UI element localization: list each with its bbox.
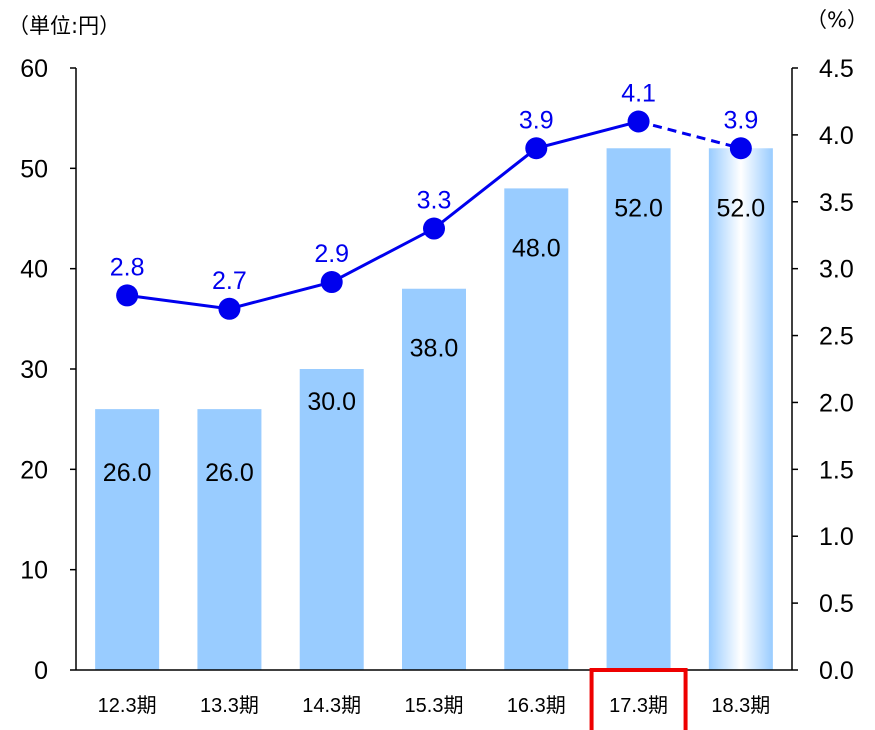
line-point-1 [218,297,241,320]
line-point-5 [627,110,650,133]
left-tick-label-6: 60 [20,55,48,83]
category-label-6: 18.3期 [711,695,770,717]
line-value-label-0: 2.8 [110,253,145,281]
line-point-2 [320,271,343,294]
left-tick-label-4: 40 [20,256,48,284]
bar-0 [95,409,160,670]
bar-value-label-4: 48.0 [512,234,561,262]
right-tick-label-1: 0.5 [819,590,854,618]
left-tick-label-2: 20 [20,456,48,484]
bar-value-label-3: 38.0 [410,335,459,363]
line-value-label-1: 2.7 [212,267,247,295]
bar-value-label-1: 26.0 [205,459,254,487]
bar-value-label-6: 52.0 [717,194,766,222]
bar-5 [606,148,671,670]
line-point-4 [525,137,548,160]
line-value-label-3: 3.3 [417,187,452,215]
right-tick-label-2: 1.0 [819,523,854,551]
line-value-label-6: 3.9 [723,106,758,134]
bar-3 [402,288,466,670]
bar-2 [299,369,364,670]
bar-4 [504,188,569,670]
line-value-label-5: 4.1 [621,80,656,108]
right-tick-label-7: 3.5 [819,189,854,217]
line-value-label-4: 3.9 [519,106,554,134]
left-tick-label-3: 30 [20,356,48,384]
right-tick-label-4: 2.0 [819,389,854,417]
category-label-0: 12.3期 [98,695,157,717]
right-tick-label-8: 4.0 [819,122,854,150]
left-unit-label: （単位:円） [8,14,120,38]
category-label-4: 16.3期 [507,695,566,717]
bar-6 [708,148,773,670]
bar-value-label-0: 26.0 [103,459,152,487]
line-series-forecast-segment [638,120,742,150]
right-unit-label: （%） [806,8,868,32]
right-tick-label-0: 0.0 [819,657,854,685]
right-tick-label-3: 1.5 [819,456,854,484]
right-tick-label-5: 2.5 [819,323,854,351]
left-tick-label-0: 0 [34,657,48,685]
right-tick-label-9: 4.5 [819,55,854,83]
line-value-label-2: 2.9 [314,240,349,268]
bar-value-label-2: 30.0 [307,388,356,416]
line-point-0 [116,284,139,307]
left-tick-label-1: 10 [20,557,48,585]
line-point-6 [729,137,752,160]
category-label-2: 14.3期 [302,695,361,717]
bar-1 [197,409,262,670]
left-tick-label-5: 50 [20,155,48,183]
line-point-3 [423,217,445,240]
category-label-1: 13.3期 [200,695,259,717]
highlight-bracket [589,668,688,730]
line-series-path [126,120,639,311]
category-label-5: 17.3期 [609,695,668,717]
bar-value-label-5: 52.0 [614,194,663,222]
category-label-3: 15.3期 [405,695,464,717]
right-tick-label-6: 3.0 [819,256,854,284]
